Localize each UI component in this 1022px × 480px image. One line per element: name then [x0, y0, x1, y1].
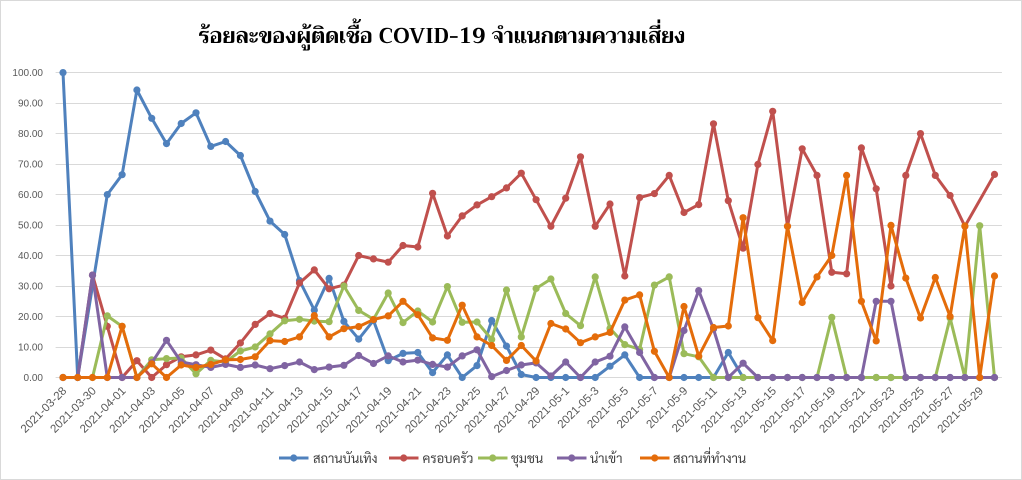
svg-text:80.00: 80.00	[18, 129, 43, 140]
svg-text:50.00: 50.00	[18, 221, 43, 232]
svg-text:60.00: 60.00	[18, 190, 43, 201]
svg-text:90.00: 90.00	[18, 99, 43, 110]
svg-text:30.00: 30.00	[18, 282, 43, 293]
svg-text:100.00: 100.00	[12, 68, 43, 79]
svg-text:10.00: 10.00	[18, 343, 43, 354]
svg-text:70.00: 70.00	[18, 160, 43, 171]
svg-text:40.00: 40.00	[18, 251, 43, 262]
svg-text:0.00: 0.00	[24, 373, 44, 384]
svg-text:20.00: 20.00	[18, 312, 43, 323]
